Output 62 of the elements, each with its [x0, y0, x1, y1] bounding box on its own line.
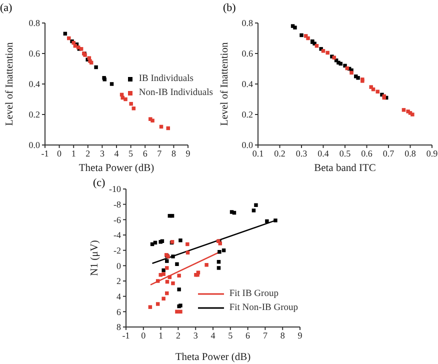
x-tick-label: 1 — [71, 148, 76, 158]
x-tick-label: 2 — [176, 330, 180, 340]
x-tick-label: 9 — [298, 330, 303, 340]
x-tick-label: 0.4 — [318, 148, 330, 158]
x-tick-label: 0.5 — [339, 148, 352, 158]
y-tick-label: -2 — [114, 246, 121, 256]
y-axis-title: N1 (μV) — [90, 240, 100, 276]
legend-label: IB Individuals — [138, 73, 194, 86]
chart-title: (b) — [223, 2, 236, 14]
y-axis-title: Level of Inattention — [220, 42, 230, 126]
x-tick-label: 0 — [141, 330, 146, 340]
x-tick-label: 0.6 — [361, 148, 373, 158]
legend-label: Fit IB Group — [229, 288, 278, 301]
x-tick-label: 6 — [142, 148, 148, 158]
x-axis-title: Beta band ITC — [314, 163, 376, 174]
x-tick-label: 0.2 — [274, 148, 286, 158]
x-tick-label: 8 — [171, 148, 176, 158]
x-tick-label: 0 — [57, 148, 62, 158]
x-tick-label: -1 — [41, 148, 49, 158]
y-tick-label: 0.8 — [242, 18, 254, 28]
y-tick-label: 6 — [116, 306, 122, 317]
x-tick-label: 7 — [157, 148, 162, 158]
y-tick-label: 0.8 — [28, 18, 40, 28]
x-tick-label: 8 — [280, 330, 286, 340]
y-tick-label: 0.2 — [28, 110, 40, 120]
y-tick-label: 0.4 — [242, 79, 254, 90]
y-tick-label: 0 — [116, 260, 122, 271]
legend-label: Non-IB Individuals — [138, 87, 213, 100]
chart-title: (a) — [0, 2, 12, 14]
x-tick-label: 5 — [228, 330, 234, 340]
y-axis-title: Level of Inattention — [4, 42, 16, 126]
x-tick-label: 3 — [193, 330, 198, 340]
y-tick-label: 0.2 — [242, 110, 253, 120]
y-tick-label: -4 — [114, 230, 122, 240]
y-tick-label: -6 — [114, 214, 122, 225]
x-tick-label: 9 — [186, 148, 191, 158]
y-tick-label: 0.0 — [28, 140, 40, 150]
x-tick-label: 7 — [262, 330, 268, 340]
y-tick-label: 8 — [116, 322, 122, 332]
x-tick-label: 2 — [86, 148, 90, 158]
y-tick-label: 0.6 — [242, 48, 254, 59]
x-axis-title: Theta Power (dB) — [175, 352, 252, 363]
y-tick-label: 0.6 — [28, 48, 40, 59]
y-tick-label: 2 — [116, 276, 121, 286]
x-tick-label: -1 — [122, 330, 130, 340]
x-tick-label: 0.9 — [426, 148, 438, 158]
chart-title: (c) — [93, 177, 106, 189]
y-tick-label: 4 — [116, 292, 122, 302]
x-tick-label: 0.8 — [404, 148, 416, 158]
x-tick-label: 3 — [100, 148, 105, 158]
x-tick-label: 4 — [210, 330, 216, 340]
x-tick-label: 0.1 — [252, 148, 264, 158]
y-tick-label: -8 — [114, 200, 122, 210]
y-tick-label: -10 — [109, 184, 122, 194]
y-tick-label: 0.4 — [28, 79, 40, 90]
legend-label: Fit Non-IB Group — [229, 302, 298, 315]
x-tick-label: 1 — [158, 330, 164, 340]
x-tick-label: 5 — [128, 148, 134, 158]
x-tick-label: 0.3 — [296, 148, 308, 158]
x-tick-label: 0.7 — [382, 148, 395, 158]
y-tick-label: 0.0 — [242, 140, 254, 150]
x-axis-title: Theta Power (dB) — [78, 163, 155, 174]
